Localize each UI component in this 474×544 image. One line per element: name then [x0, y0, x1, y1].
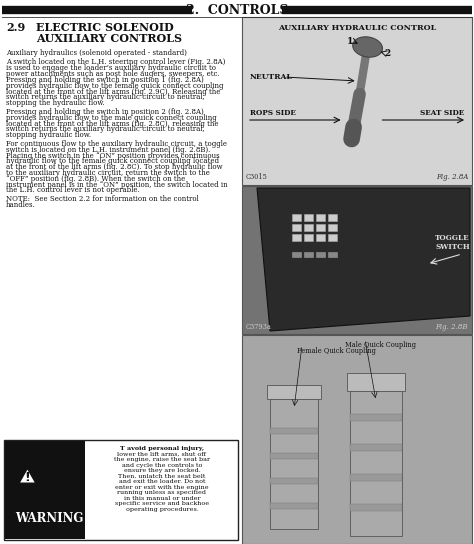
- Text: ensure they are locked.: ensure they are locked.: [124, 468, 201, 473]
- Text: !: !: [25, 471, 30, 484]
- Text: hydraulic flow to the female quick connect coupling located: hydraulic flow to the female quick conne…: [6, 157, 219, 165]
- Text: Then, unlatch the seat belt: Then, unlatch the seat belt: [118, 473, 206, 479]
- Text: 2.  CONTROLS: 2. CONTROLS: [186, 3, 288, 16]
- Text: provides hydraulic flow to the female quick connect coupling: provides hydraulic flow to the female qu…: [6, 82, 224, 90]
- Text: AUXILIARY HYDRAULIC CONTROL: AUXILIARY HYDRAULIC CONTROL: [278, 24, 436, 32]
- Text: the L.H. control lever is not operable.: the L.H. control lever is not operable.: [6, 186, 140, 194]
- Bar: [328, 234, 337, 241]
- Text: AUXILIARY CONTROLS: AUXILIARY CONTROLS: [36, 33, 182, 44]
- Text: 2: 2: [384, 48, 391, 58]
- Text: Auxiliary hydraulics (solenoid operated - standard): Auxiliary hydraulics (solenoid operated …: [6, 49, 187, 57]
- Text: NEUTRAL: NEUTRAL: [250, 73, 293, 81]
- Bar: [292, 214, 301, 221]
- Text: stopping hydraulic flow.: stopping hydraulic flow.: [6, 131, 91, 139]
- Text: A switch located on the L.H. steering control lever (Fig. 2.8A): A switch located on the L.H. steering co…: [6, 59, 225, 66]
- Ellipse shape: [353, 37, 383, 57]
- Text: stopping the hydraulic flow.: stopping the hydraulic flow.: [6, 99, 105, 107]
- Bar: [316, 234, 325, 241]
- Bar: [350, 391, 402, 536]
- Text: located at the front of the lift arms (fig. 2.9C). Releasing the: located at the front of the lift arms (f…: [6, 88, 220, 96]
- Text: to the auxiliary hydraulic circuit, return the switch to the: to the auxiliary hydraulic circuit, retu…: [6, 169, 210, 177]
- Text: the engine, raise the seat bar: the engine, raise the seat bar: [114, 457, 210, 462]
- Text: Pressing and holding the switch in position 2 (fig. 2.8A): Pressing and holding the switch in posit…: [6, 108, 204, 116]
- Text: “OFF” position (fig. 2.8B). When the switch on the: “OFF” position (fig. 2.8B). When the swi…: [6, 175, 185, 183]
- Text: handles.: handles.: [6, 201, 36, 209]
- Bar: [270, 399, 318, 529]
- Text: 1: 1: [346, 36, 353, 46]
- Bar: [304, 224, 313, 231]
- Text: instrument panel is in the “ON” position, the switch located in: instrument panel is in the “ON” position…: [6, 181, 228, 189]
- Text: C3793a: C3793a: [246, 323, 272, 331]
- Text: SEAT SIDE: SEAT SIDE: [420, 109, 464, 117]
- Text: lower the lift arms, shut off: lower the lift arms, shut off: [118, 452, 207, 456]
- Text: NOTE:  See Section 2.2 for information on the control: NOTE: See Section 2.2 for information on…: [6, 195, 199, 203]
- Text: For continuous flow to the auxiliary hydraulic circuit, a toggle: For continuous flow to the auxiliary hyd…: [6, 140, 227, 148]
- Bar: [242, 335, 472, 544]
- Text: Placing the switch in the “ON” position provides continuous: Placing the switch in the “ON” position …: [6, 151, 219, 159]
- Bar: [242, 186, 472, 334]
- Polygon shape: [257, 188, 470, 331]
- Text: switch returns the auxiliary hydraulic circuit to neutral,: switch returns the auxiliary hydraulic c…: [6, 94, 205, 101]
- Bar: [5, 441, 85, 539]
- Polygon shape: [19, 468, 36, 483]
- Bar: [4, 440, 238, 540]
- Text: WARNING: WARNING: [15, 511, 83, 524]
- Text: specific service and backhoe: specific service and backhoe: [115, 501, 209, 506]
- Text: at the front of the lift arms (fig. 2.8C). To stop hydraulic flow: at the front of the lift arms (fig. 2.8C…: [6, 163, 223, 171]
- Text: provides hydraulic flow to the male quick connect coupling: provides hydraulic flow to the male quic…: [6, 114, 217, 122]
- Bar: [242, 17, 472, 185]
- Bar: [350, 414, 402, 421]
- Text: and exit the loader. Do not: and exit the loader. Do not: [119, 479, 205, 484]
- Text: Fig. 2.8B: Fig. 2.8B: [436, 323, 468, 331]
- Text: and cycle the controls to: and cycle the controls to: [122, 462, 202, 467]
- Bar: [304, 234, 313, 241]
- Bar: [350, 504, 402, 511]
- Text: located at the front of the lift arms (fig. 2.8C). releasing the: located at the front of the lift arms (f…: [6, 120, 219, 127]
- Text: T avoid personal injury,: T avoid personal injury,: [120, 446, 204, 451]
- Bar: [328, 214, 337, 221]
- Text: in this manual or under: in this manual or under: [124, 496, 201, 500]
- Bar: [328, 252, 337, 257]
- Text: C3015: C3015: [246, 173, 268, 181]
- Bar: [292, 252, 301, 257]
- Text: Female Quick Coupling: Female Quick Coupling: [297, 347, 376, 355]
- Bar: [347, 373, 405, 391]
- Text: TOGGLE
SWITCH: TOGGLE SWITCH: [435, 234, 470, 251]
- Bar: [316, 224, 325, 231]
- Text: ELECTRIC SOLENOID: ELECTRIC SOLENOID: [36, 22, 174, 33]
- Text: operating procedures.: operating procedures.: [126, 506, 199, 511]
- Text: power attachments such as post hole augers, sweepers, etc.: power attachments such as post hole auge…: [6, 70, 220, 78]
- Text: switch is located on the L.H. instrument panel (fig. 2.8B).: switch is located on the L.H. instrument…: [6, 146, 210, 154]
- Bar: [304, 252, 313, 257]
- Bar: [292, 224, 301, 231]
- Bar: [316, 214, 325, 221]
- Bar: [270, 503, 318, 509]
- Text: ROPS SIDE: ROPS SIDE: [250, 109, 296, 117]
- Bar: [270, 428, 318, 434]
- Bar: [267, 385, 321, 399]
- Text: enter or exit with the engine: enter or exit with the engine: [115, 485, 209, 490]
- Text: switch returns the auxiliary hydraulic circuit to neutral,: switch returns the auxiliary hydraulic c…: [6, 125, 205, 133]
- Bar: [292, 234, 301, 241]
- Text: Male Quick Coupling: Male Quick Coupling: [345, 341, 416, 349]
- Bar: [270, 453, 318, 459]
- Bar: [270, 478, 318, 484]
- Text: Pressing and holding the switch in position 1 (fig. 2.8A): Pressing and holding the switch in posit…: [6, 76, 204, 84]
- Text: Fig. 2.8A: Fig. 2.8A: [436, 173, 468, 181]
- Bar: [350, 474, 402, 481]
- Text: 2.9: 2.9: [6, 22, 25, 33]
- Bar: [304, 214, 313, 221]
- Text: running unless as specified: running unless as specified: [118, 490, 207, 495]
- Text: is used to engage the loader’s auxiliary hydraulic circuit to: is used to engage the loader’s auxiliary…: [6, 64, 216, 72]
- Bar: [328, 224, 337, 231]
- Bar: [350, 444, 402, 451]
- Bar: [316, 252, 325, 257]
